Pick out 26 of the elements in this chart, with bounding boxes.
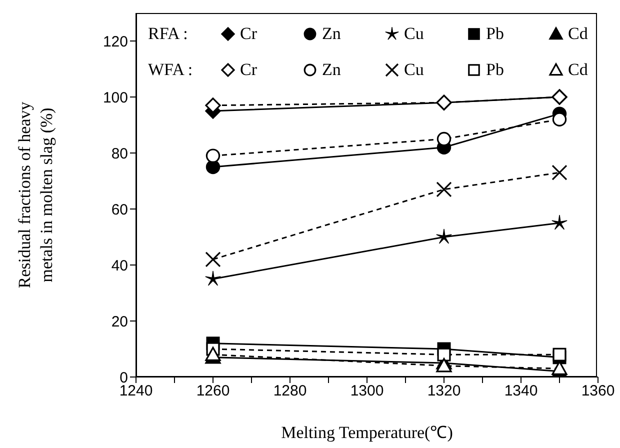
x-tick-label: 1280: [273, 382, 307, 400]
legend-label: Cd: [568, 24, 588, 44]
legend-label: Zn: [322, 60, 341, 80]
legend-label: Pb: [486, 60, 504, 80]
y-tick-label: 80: [111, 145, 128, 162]
y-tick-label: 100: [102, 89, 128, 106]
x-tick-label: 1360: [581, 382, 615, 400]
legend-label: Cu: [404, 24, 424, 44]
x-tick-label: 1320: [427, 382, 461, 400]
y-axis-title: Residual fractions of heavy metals in molten slag (%): [15, 101, 56, 288]
y-tick-label: 120: [102, 33, 128, 50]
legend-label: Zn: [322, 24, 341, 44]
annotation: RFA :: [148, 24, 189, 44]
legend-label: Cr: [240, 60, 257, 80]
y-tick-label: 20: [111, 313, 128, 330]
legend-label: Cr: [240, 24, 257, 44]
legend-label: Cu: [404, 60, 424, 80]
x-tick-label: 1340: [504, 382, 538, 400]
annotation: WFA :: [148, 60, 194, 80]
legend-label: Pb: [486, 24, 504, 44]
x-tick-label: 1260: [196, 382, 230, 400]
x-axis-title: Melting Temperature(℃): [281, 423, 453, 442]
legend-label: Cd: [568, 60, 588, 80]
y-tick-label: 60: [111, 201, 128, 218]
x-tick-label: 1300: [350, 382, 384, 400]
y-tick-label: 40: [111, 257, 128, 274]
